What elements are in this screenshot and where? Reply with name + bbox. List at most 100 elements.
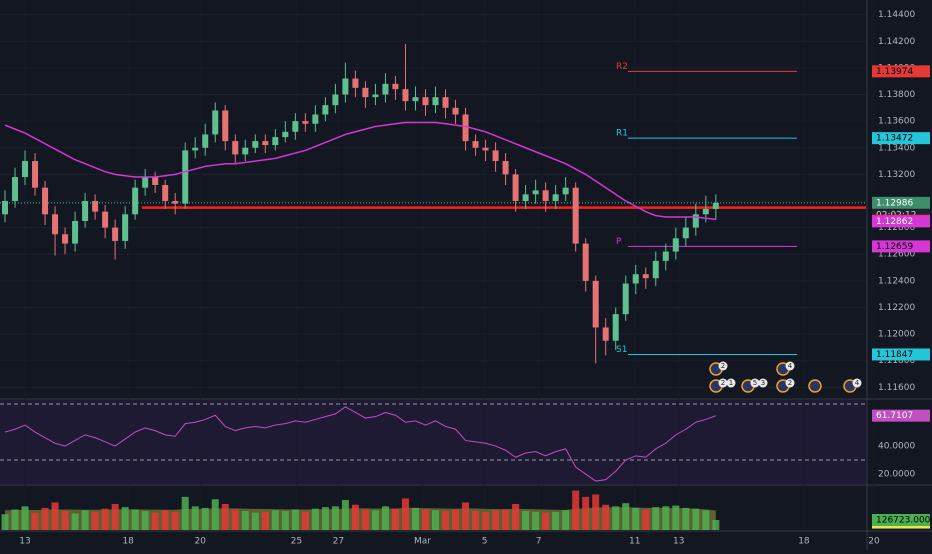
x-tick-label: 20 [195, 537, 207, 547]
rsi-value: 61.7107 [876, 411, 913, 421]
pivot-price: 1.12659 [876, 242, 913, 252]
event-count: 4 [855, 379, 860, 387]
volume-bar [462, 502, 470, 530]
volume-bar [121, 507, 129, 530]
candle-body [232, 141, 239, 155]
volume-bar [702, 510, 710, 530]
volume-bar [672, 505, 680, 530]
rsi-background [0, 400, 866, 484]
candle-body [502, 161, 509, 175]
volume-bar [682, 507, 690, 530]
volume-bar [211, 499, 219, 530]
candle-body [2, 200, 9, 215]
candle-body [292, 121, 299, 132]
x-tick-label: 11 [629, 537, 640, 547]
volume-bar [141, 511, 149, 530]
candle-body [592, 280, 599, 328]
volume-bar [311, 508, 319, 530]
volume-bar [201, 507, 209, 530]
volume-bar [452, 509, 460, 530]
candle-body [212, 110, 219, 135]
volume-bar [101, 508, 109, 530]
volume-bar [632, 507, 640, 530]
event-count: 3 [761, 379, 765, 387]
candle-body [572, 187, 579, 244]
event-count: 2 [788, 379, 792, 387]
pivot-price: 1.11847 [876, 350, 913, 360]
volume-bar [492, 510, 500, 530]
volume-bar [271, 510, 279, 530]
volume-bar [592, 494, 600, 530]
volume-bar [712, 520, 720, 530]
volume-bar [281, 511, 289, 530]
volume-bar [301, 511, 309, 530]
candle-body [602, 327, 609, 341]
volume-bar [572, 490, 580, 530]
x-tick-label: 27 [333, 537, 344, 547]
event-badge [718, 378, 728, 388]
candle-body [132, 187, 139, 215]
candle-body [422, 97, 429, 106]
candle-body [112, 227, 119, 241]
volume-bar [151, 512, 159, 530]
x-tick-label: Mar [414, 537, 431, 547]
moving-average [4, 121, 716, 221]
pivot-price-bg [872, 132, 930, 145]
candle-body [552, 194, 559, 201]
candle-body [122, 214, 129, 241]
rsi-value-bg [872, 409, 930, 422]
candle-body [22, 161, 29, 178]
event-count: 4 [788, 362, 793, 370]
volume-bar [71, 513, 79, 530]
last-price: 1.12986 [876, 198, 913, 208]
candle-body [372, 94, 379, 98]
candle-body [172, 200, 179, 204]
candle-body [52, 214, 59, 235]
candle-body [662, 251, 669, 261]
candle-body [462, 114, 469, 142]
candle-body [182, 150, 189, 204]
volume-bar [331, 506, 339, 530]
candle-body [262, 141, 269, 146]
x-tick-label: 13 [19, 537, 30, 547]
candle-body [162, 185, 169, 201]
candle-body [412, 97, 419, 102]
candle-body [712, 202, 719, 209]
volume-bar [421, 509, 429, 530]
event-badge [785, 378, 795, 388]
candle-body [312, 114, 319, 124]
volume-bar [512, 503, 520, 530]
pivot-name: P [616, 237, 622, 247]
pivot-name: R2 [616, 62, 628, 72]
event-badge [758, 378, 768, 388]
volume-bar [612, 506, 620, 530]
volume-bar [432, 510, 440, 530]
volume-bar [11, 509, 19, 530]
y-tick-label: 1.12800 [878, 223, 915, 233]
candle-body [332, 94, 339, 106]
volume-bar [351, 504, 359, 530]
pivot-price-bg [872, 240, 930, 253]
y-tick-label: 1.11800 [878, 356, 915, 366]
volume-bar [261, 511, 269, 530]
candle-body [652, 260, 659, 279]
volume-bar [622, 503, 630, 530]
candle-body [482, 147, 489, 151]
volume-bar [662, 506, 670, 530]
y-tick-label: 1.14200 [878, 37, 915, 47]
volume-bar [41, 507, 49, 530]
volume-bar [221, 503, 229, 530]
pivot-price-bg [872, 65, 930, 78]
candle-body [582, 243, 589, 281]
y-tick-label: 1.12600 [878, 250, 915, 260]
candle-body [452, 107, 459, 115]
x-tick-label: 18 [122, 537, 134, 547]
volume-bar [442, 511, 450, 530]
volume-bar [522, 511, 530, 530]
y-tick-label: 1.13400 [878, 143, 915, 153]
volume-bar [91, 511, 99, 530]
volume-bar [502, 509, 510, 530]
candle-body [42, 187, 49, 215]
candle-body [142, 177, 149, 188]
volume-bar [31, 512, 39, 530]
